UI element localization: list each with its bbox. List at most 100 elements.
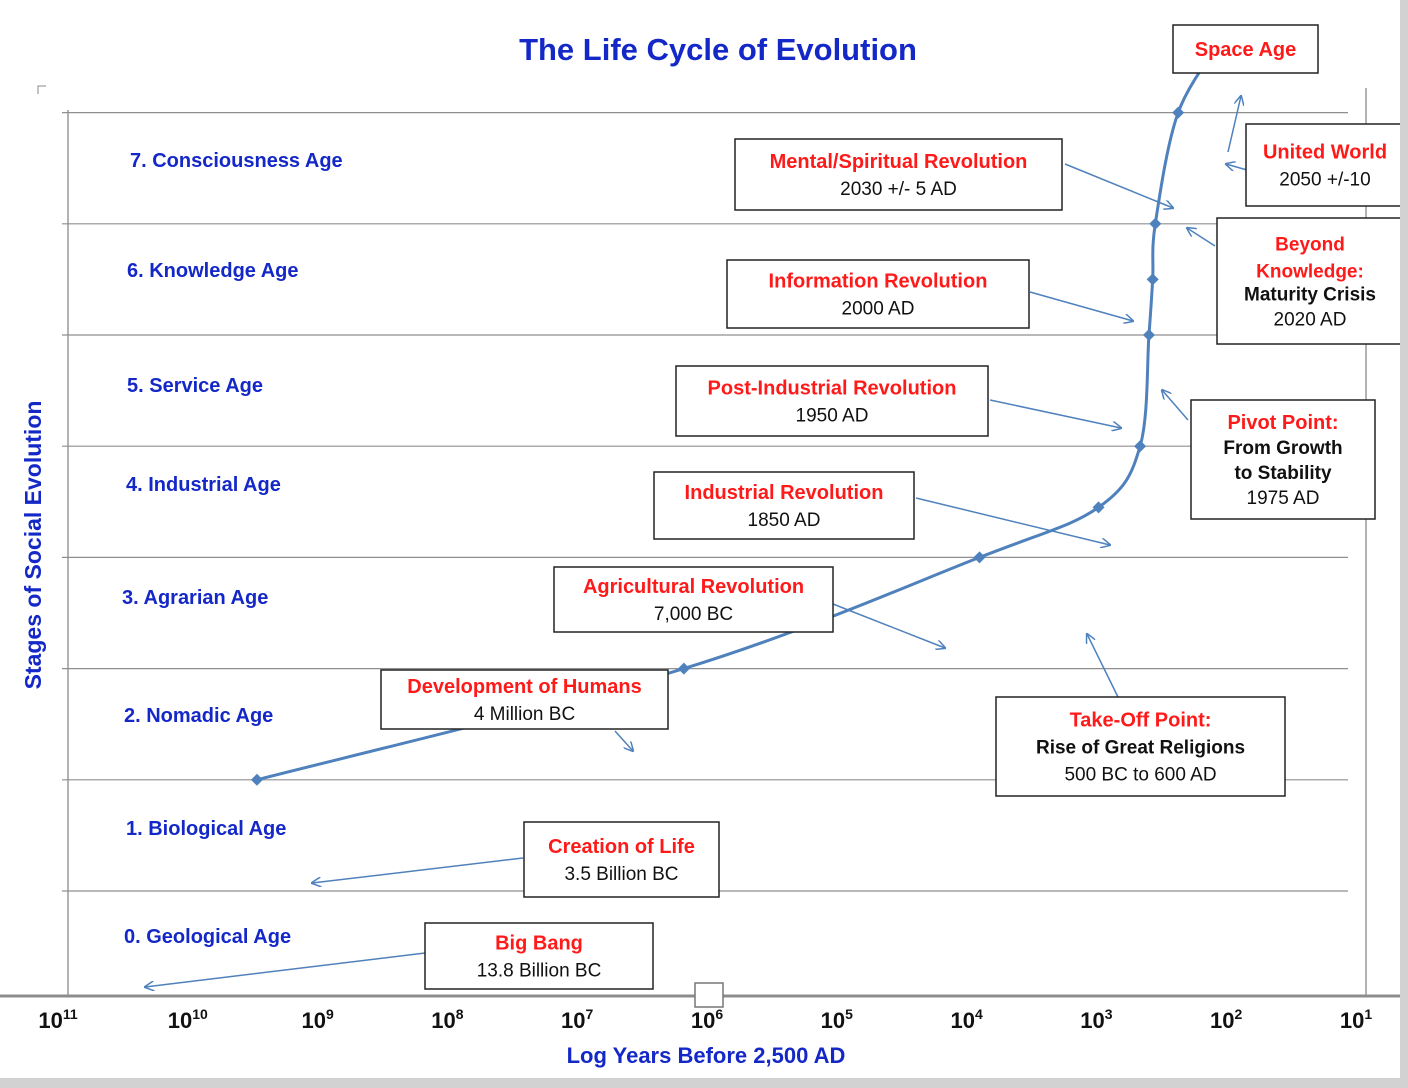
- annotation-frame: [553, 566, 834, 633]
- data-point: [677, 662, 690, 675]
- annotation-arrow: [1087, 634, 1119, 698]
- x-tick-label: 108: [431, 1006, 463, 1033]
- x-tick-label: 102: [1210, 1006, 1242, 1033]
- annotation-arrow: [1064, 163, 1173, 208]
- corner-mark: [37, 85, 46, 94]
- annotation-frame: [1216, 217, 1404, 345]
- annotation-text: 4 Million BC: [474, 704, 575, 725]
- annotation-title: Agricultural Revolution: [583, 576, 804, 598]
- x-tick-labels: 1011 1010 109 108 107 106 105 104 103 102 101: [38, 1006, 1372, 1033]
- data-point: [250, 773, 263, 786]
- x-tick-label: 106: [691, 1006, 723, 1033]
- annotation-text: to Stability: [1234, 463, 1332, 484]
- annotation-text: 1950 AD: [796, 406, 869, 427]
- annotation-box: Information Revolution 2000 AD: [726, 259, 1030, 329]
- annotation-frame: [726, 259, 1030, 329]
- stage-label: 6. Knowledge Age: [127, 260, 299, 282]
- annotation-title: Beyond Knowledge:: [1256, 235, 1364, 283]
- annotation-title: Development of Humans: [407, 676, 641, 698]
- annotation-arrow: [832, 603, 945, 648]
- annotation-text: 2000 AD: [842, 299, 915, 320]
- gridlines: [62, 111, 1348, 892]
- y-axis-label: Stages of Social Evolution: [20, 401, 46, 690]
- x-tick-label: 109: [301, 1006, 333, 1033]
- annotation-arrow: [614, 730, 633, 751]
- annotation-box: Industrial Revolution 1850 AD: [653, 471, 915, 540]
- annotation-frame: [734, 138, 1063, 211]
- annotation-frame: [675, 365, 989, 437]
- x-tick-label: 105: [821, 1006, 853, 1033]
- annotation-text: 2020 AD: [1274, 310, 1347, 331]
- annotation-arrow: [312, 857, 524, 883]
- x-tick-label: 104: [950, 1006, 982, 1033]
- annotation-box: Beyond Knowledge:Maturity Crisis 2020 AD: [1216, 217, 1404, 345]
- annotation-title: Information Revolution: [769, 271, 988, 293]
- x-tick-label: 1011: [38, 1006, 77, 1033]
- annotation-arrow: [1227, 96, 1241, 153]
- annotation-frame: [995, 696, 1286, 797]
- annotation-text: 13.8 Billion BC: [477, 961, 602, 982]
- resize-handle[interactable]: [694, 982, 724, 1008]
- annotations: Space Age United World 2050 +/-10 Mental/Sp…: [380, 24, 1405, 990]
- x-tick-label: 107: [561, 1006, 593, 1033]
- annotation-text: 500 BC to 600 AD: [1064, 765, 1216, 786]
- annotation-title: Space Age: [1195, 39, 1297, 61]
- annotation-text: 3.5 Billion BC: [564, 864, 678, 885]
- annotation-box: Development of Humans 4 Million BC: [380, 669, 669, 730]
- chart-title: The Life Cycle of Evolution: [519, 32, 917, 67]
- data-point: [1172, 106, 1185, 119]
- annotation-text: From Growth: [1223, 438, 1342, 459]
- stage-label: 7. Consciousness Age: [130, 150, 343, 172]
- x-tick-label: 103: [1080, 1006, 1112, 1033]
- annotation-arrow: [1187, 228, 1216, 247]
- stage-label: 4. Industrial Age: [126, 474, 281, 496]
- annotation-box: Mental/Spiritual Revolution 2030 +/- 5 AD: [734, 138, 1063, 211]
- annotation-box: Space Age: [1172, 24, 1319, 74]
- annotation-text: 7,000 BC: [654, 604, 733, 625]
- stage-label: 2. Nomadic Age: [124, 705, 273, 727]
- annotation-arrows: [145, 96, 1248, 987]
- annotation-box: Creation of Life 3.5 Billion BC: [523, 821, 720, 898]
- stage-label: 1. Biological Age: [126, 818, 286, 840]
- annotation-frame: [523, 821, 720, 898]
- annotation-title: Big Bang: [495, 933, 583, 955]
- annotation-frame: [1172, 24, 1319, 74]
- data-point: [1146, 273, 1159, 286]
- annotation-text: 2050 +/-10: [1279, 170, 1370, 191]
- annotation-frame: [380, 669, 669, 730]
- data-point: [1092, 501, 1105, 514]
- data-point: [1149, 217, 1162, 230]
- annotation-title: Take-Off Point:: [1070, 710, 1212, 732]
- annotation-text: Rise of Great Religions: [1036, 738, 1245, 759]
- annotation-box: Agricultural Revolution 7,000 BC: [553, 566, 834, 633]
- annotation-text: 1850 AD: [748, 510, 821, 531]
- data-point: [1142, 329, 1155, 341]
- annotation-title: Creation of Life: [548, 836, 695, 858]
- window-frame-right: [1400, 0, 1408, 1088]
- annotation-arrow: [1162, 390, 1189, 421]
- annotation-title: United World: [1263, 142, 1387, 164]
- annotation-title: Post-Industrial Revolution: [708, 378, 957, 400]
- data-point: [1134, 440, 1147, 453]
- annotation-text: 2030 +/- 5 AD: [840, 179, 957, 200]
- annotation-text: 1975 AD: [1247, 488, 1320, 509]
- window-frame-bottom: [0, 1078, 1408, 1088]
- annotation-box: Take-Off Point: Rise of Great Religions 50…: [995, 696, 1286, 797]
- annotation-title: Pivot Point:: [1227, 412, 1338, 434]
- annotation-box: Post-Industrial Revolution 1950 AD: [675, 365, 989, 437]
- stage-label: 5. Service Age: [127, 375, 263, 397]
- annotation-box: United World 2050 +/-10: [1245, 123, 1405, 207]
- annotation-text: Maturity Crisis: [1244, 285, 1376, 306]
- annotation-frame: [1190, 399, 1376, 520]
- stage-labels: 0. Geological Age 1. Biological Age 2. Nom…: [122, 150, 343, 948]
- annotation-arrow: [1226, 164, 1248, 170]
- x-tick-label: 1010: [168, 1006, 208, 1033]
- x-tick-label: 101: [1340, 1006, 1372, 1033]
- data-point: [973, 551, 986, 564]
- annotation-frame: [1245, 123, 1405, 207]
- x-axis-label: Log Years Before 2,500 AD: [567, 1043, 846, 1068]
- annotation-frame: [653, 471, 915, 540]
- annotation-box: Big Bang 13.8 Billion BC: [424, 922, 654, 990]
